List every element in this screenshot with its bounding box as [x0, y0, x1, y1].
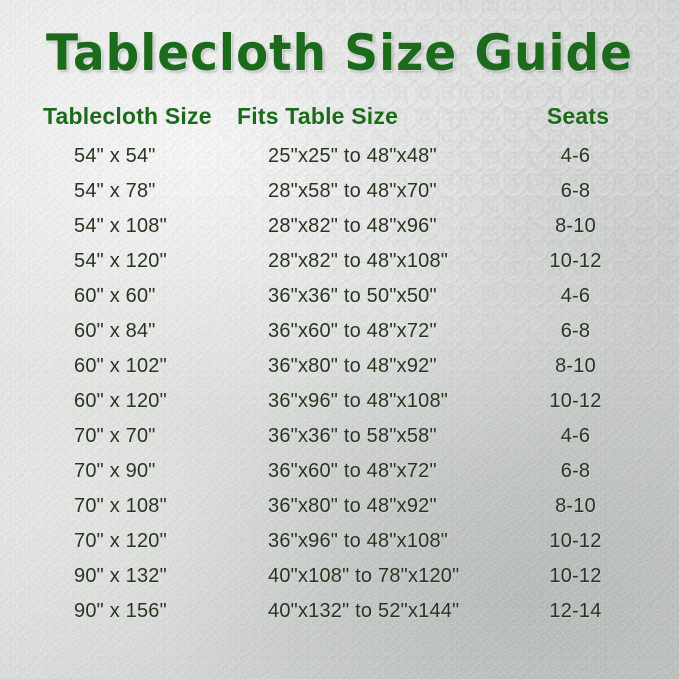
- cell-tablecloth-size: 90" x 156": [74, 600, 167, 622]
- table-row: 70" x 70" 36"x36" to 58"x58" 4-6: [0, 425, 679, 460]
- cell-fits-table-size: 28"x82" to 48"x108": [268, 250, 449, 272]
- cell-tablecloth-size: 90" x 132": [74, 565, 167, 587]
- table-row: 70" x 90" 36"x60" to 48"x72" 6-8: [0, 460, 679, 495]
- cell-fits-table-size: 25"x25" to 48"x48": [268, 145, 437, 167]
- cell-fits-table-size: 36"x36" to 50"x50": [268, 285, 437, 307]
- size-guide-table: Tablecloth Size Fits Table Size Seats 54…: [0, 103, 679, 635]
- cell-seats: 8-10: [555, 495, 596, 517]
- cell-tablecloth-size: 54" x 108": [74, 215, 167, 237]
- cell-tablecloth-size: 54" x 54": [74, 145, 156, 167]
- column-header-tablecloth-size: Tablecloth Size: [43, 103, 212, 129]
- cell-fits-table-size: 40"x132" to 52"x144": [268, 600, 460, 622]
- table-row: 90" x 156" 40"x132" to 52"x144" 12-14: [0, 600, 679, 635]
- cell-tablecloth-size: 60" x 60": [74, 285, 156, 307]
- table-header-row: Tablecloth Size Fits Table Size Seats: [0, 103, 679, 145]
- cell-fits-table-size: 36"x36" to 58"x58": [268, 425, 437, 447]
- cell-fits-table-size: 40"x108" to 78"x120": [268, 565, 460, 587]
- cell-fits-table-size: 28"x58" to 48"x70": [268, 180, 437, 202]
- cell-seats: 4-6: [560, 285, 591, 307]
- cell-tablecloth-size: 60" x 84": [74, 320, 156, 342]
- cell-fits-table-size: 36"x60" to 48"x72": [268, 460, 437, 482]
- page-title: Tablecloth Size Guide: [46, 24, 633, 82]
- table-row: 60" x 102" 36"x80" to 48"x92" 8-10: [0, 355, 679, 390]
- cell-seats: 6-8: [560, 180, 591, 202]
- cell-fits-table-size: 36"x80" to 48"x92": [268, 355, 437, 377]
- table-row: 70" x 108" 36"x80" to 48"x92" 8-10: [0, 495, 679, 530]
- cell-seats: 8-10: [555, 215, 596, 237]
- table-row: 60" x 60" 36"x36" to 50"x50" 4-6: [0, 285, 679, 320]
- cell-fits-table-size: 36"x80" to 48"x92": [268, 495, 437, 517]
- cell-seats: 6-8: [560, 320, 591, 342]
- table-row: 70" x 120" 36"x96" to 48"x108" 10-12: [0, 530, 679, 565]
- cell-tablecloth-size: 54" x 120": [74, 250, 167, 272]
- cell-fits-table-size: 28"x82" to 48"x96": [268, 215, 437, 237]
- cell-seats: 10-12: [549, 565, 602, 587]
- cell-tablecloth-size: 54" x 78": [74, 180, 156, 202]
- cell-seats: 12-14: [549, 600, 602, 622]
- table-row: 54" x 108" 28"x82" to 48"x96" 8-10: [0, 215, 679, 250]
- cell-seats: 8-10: [555, 355, 596, 377]
- cell-tablecloth-size: 70" x 90": [74, 460, 156, 482]
- cell-seats: 10-12: [549, 390, 602, 412]
- cell-tablecloth-size: 60" x 102": [74, 355, 167, 377]
- table-row: 60" x 84" 36"x60" to 48"x72" 6-8: [0, 320, 679, 355]
- table-row: 54" x 54" 25"x25" to 48"x48" 4-6: [0, 145, 679, 180]
- table-row: 54" x 78" 28"x58" to 48"x70" 6-8: [0, 180, 679, 215]
- cell-tablecloth-size: 70" x 70": [74, 425, 156, 447]
- cell-fits-table-size: 36"x60" to 48"x72": [268, 320, 437, 342]
- table-row: 90" x 132" 40"x108" to 78"x120" 10-12: [0, 565, 679, 600]
- cell-seats: 4-6: [560, 145, 591, 167]
- cell-fits-table-size: 36"x96" to 48"x108": [268, 530, 449, 552]
- cell-fits-table-size: 36"x96" to 48"x108": [268, 390, 449, 412]
- column-header-fits-table-size: Fits Table Size: [237, 103, 399, 129]
- cell-seats: 6-8: [560, 460, 591, 482]
- cell-tablecloth-size: 70" x 120": [74, 530, 167, 552]
- cell-tablecloth-size: 70" x 108": [74, 495, 167, 517]
- table-row: 60" x 120" 36"x96" to 48"x108" 10-12: [0, 390, 679, 425]
- cell-seats: 10-12: [549, 250, 602, 272]
- column-header-seats: Seats: [546, 103, 610, 129]
- cell-seats: 10-12: [549, 530, 602, 552]
- table-row: 54" x 120" 28"x82" to 48"x108" 10-12: [0, 250, 679, 285]
- cell-seats: 4-6: [560, 425, 591, 447]
- cell-tablecloth-size: 60" x 120": [74, 390, 167, 412]
